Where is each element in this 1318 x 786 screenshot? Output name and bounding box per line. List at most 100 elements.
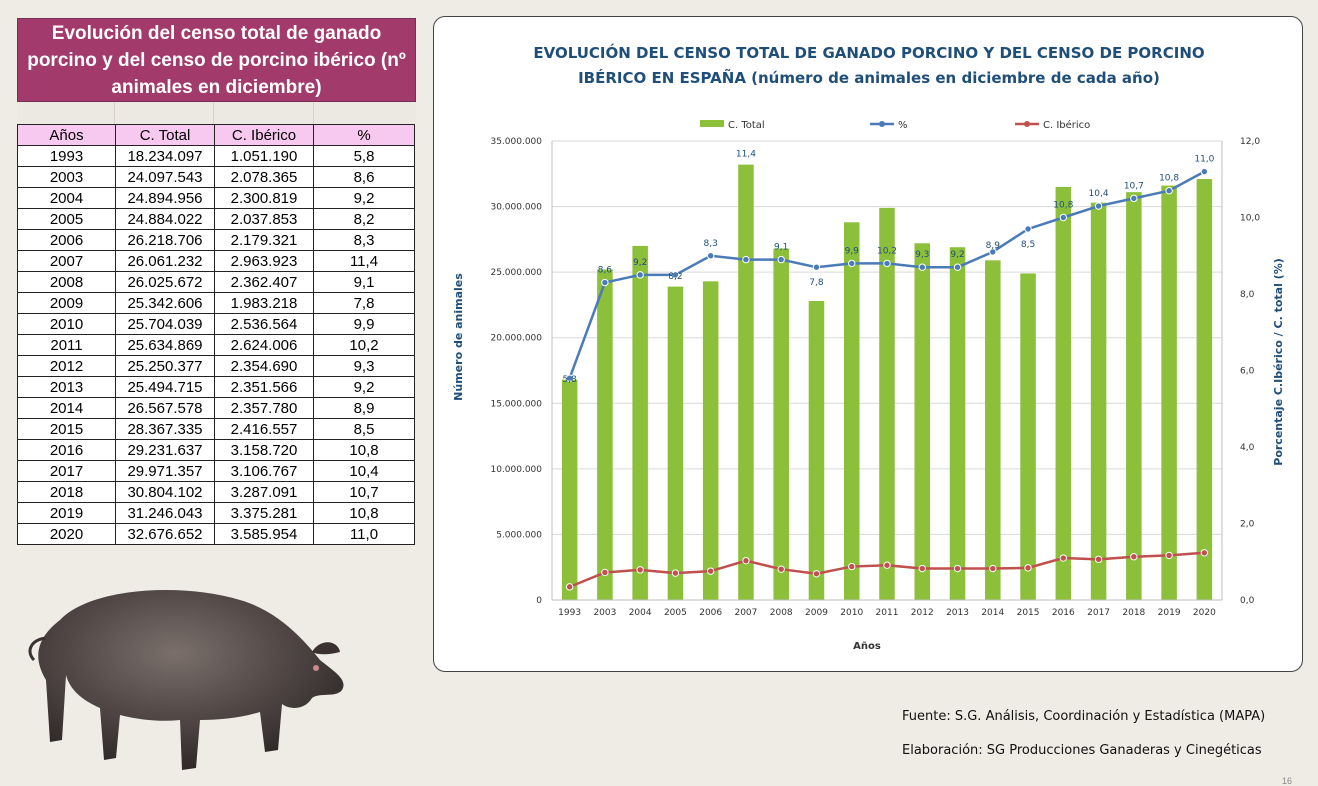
table-cell: 10,8 (313, 439, 415, 461)
bar (1126, 192, 1142, 600)
axes: 0 5.000.000 10.000.000 15.000.000 20.000.000… (490, 137, 1260, 618)
table-row: 2019 31.246.043 3.375.281 10,8 (17, 502, 415, 524)
table-cell: 26.567.578 (115, 397, 215, 419)
bar (808, 300, 825, 600)
table-row: 2003 24.097.543 2.078.365 8,6 (17, 166, 415, 188)
table-row: 2006 26.218.706 2.179.321 8,3 (17, 229, 415, 251)
percent-point (742, 255, 750, 264)
percent-point (848, 259, 856, 268)
percent-point (953, 263, 962, 271)
header-iberico: C. Ibérico (214, 124, 314, 146)
table-cell: 9,2 (313, 376, 415, 398)
table-cell: 2.357.780 (214, 397, 314, 419)
percent-point (812, 263, 821, 271)
table-cell: 10,2 (313, 334, 415, 356)
bar (702, 281, 719, 600)
bar (1020, 273, 1036, 600)
table-cell: 28.367.335 (115, 418, 215, 440)
table-cell: 2004 (17, 187, 116, 209)
bar (985, 260, 1001, 600)
percent-data-label: 8,6 (598, 266, 613, 276)
elaboration-line: Elaboración: SG Producciones Ganaderas y… (902, 743, 1262, 758)
table-row: 2004 24.894.956 2.300.819 9,2 (17, 187, 415, 209)
table-row: 2015 28.367.335 2.416.557 8,5 (17, 418, 415, 440)
source-line: Fuente: S.G. Análisis, Coordinación y Es… (902, 709, 1266, 724)
percent-data-label: 11,0 (1194, 155, 1214, 165)
table-cell: 25.634.869 (115, 334, 215, 356)
y2-axis-label: Porcentaje C.Ibérico / C. total (%) (1272, 258, 1285, 465)
bar-series (561, 164, 1213, 601)
iberico-point (1059, 554, 1068, 562)
table-cell: 2003 (17, 166, 116, 188)
table-row: 2013 25.494.715 2.351.566 9,2 (17, 376, 415, 398)
x-tick-label: 2013 (946, 608, 969, 618)
bar (843, 222, 860, 600)
y2-tick-label: 2,0 (1240, 520, 1255, 530)
x-tick-label: 2014 (981, 608, 1004, 618)
y2-tick-label: 10,0 (1240, 214, 1260, 224)
percent-data-label: 8,5 (1021, 240, 1035, 250)
percent-point (601, 278, 609, 287)
percent-data-label: 11,4 (736, 150, 756, 160)
table-cell: 29.971.357 (115, 460, 215, 482)
bar (1090, 202, 1107, 600)
iberico-point (1165, 551, 1173, 560)
legend-marker (1024, 121, 1030, 127)
percent-data-label: 9,9 (845, 246, 860, 256)
percent-data-label: 9,3 (915, 250, 929, 260)
table-cell: 9,9 (313, 313, 415, 335)
table-cell: 8,5 (313, 418, 415, 440)
percent-data-label: 9,2 (950, 250, 964, 260)
table-cell: 25.250.377 (115, 355, 215, 377)
x-tick-label: 2020 (1193, 608, 1216, 618)
y2-tick-label: 12,0 (1240, 137, 1260, 147)
line-series: 5,8 8,6 9,2 8,2 8,3 11,4 9,1 7,8 9,9 10,2 9,3 9,2 8,… (562, 150, 1215, 591)
table-title: Evolución del censo total de ganado porc… (17, 18, 416, 102)
iberico-point (742, 556, 750, 565)
percent-data-label: 8,9 (986, 241, 1001, 251)
table-cell: 2013 (17, 376, 116, 398)
percent-data-label: 9,2 (633, 258, 647, 268)
table-cell: 2020 (17, 523, 116, 545)
y2-tick-label: 0,0 (1240, 596, 1255, 606)
table-cell: 26.218.706 (115, 229, 215, 251)
table-cell: 10,7 (313, 481, 415, 503)
table-row: 2020 32.676.652 3.585.954 11,0 (17, 523, 415, 545)
percent-data-label: 5,8 (562, 375, 577, 385)
x-tick-label: 2004 (629, 608, 652, 618)
table-cell: 2017 (17, 460, 116, 482)
table-cell: 2.624.006 (214, 334, 314, 356)
bar (1055, 186, 1072, 600)
x-tick-label: 2010 (840, 608, 863, 618)
census-table: Años C. Total C. Ibérico % 1993 18.234.09… (17, 124, 415, 545)
bar (879, 207, 895, 600)
table-cell: 3.375.281 (214, 502, 314, 524)
table-cell: 2.536.564 (214, 313, 314, 335)
y2-tick-label: 6,0 (1240, 367, 1255, 377)
table-cell: 3.158.720 (214, 439, 314, 461)
table-cell: 8,2 (313, 208, 415, 230)
table-cell: 2007 (17, 250, 116, 272)
x-tick-label: 2012 (911, 608, 934, 618)
percent-data-label: 10,2 (877, 246, 897, 256)
iberico-point (953, 564, 962, 573)
iberico-point (883, 561, 891, 569)
percent-data-label: 9,1 (774, 243, 788, 253)
iberico-point (601, 568, 609, 577)
y-tick-label: 15.000.000 (490, 399, 542, 409)
table-cell: 2014 (17, 397, 116, 419)
table-cell: 31.246.043 (115, 502, 215, 524)
table-cell: 2.354.690 (214, 355, 314, 377)
table-row: 2007 26.061.232 2.963.923 11,4 (17, 250, 415, 272)
chart-svg: EVOLUCIÓN DEL CENSO TOTAL DE GANADO PORC… (452, 43, 1285, 652)
table-cell: 2.179.321 (214, 229, 314, 251)
table-title-text: Evolución del censo total de ganado porc… (27, 22, 406, 98)
y2-tick-label: 4,0 (1240, 443, 1255, 453)
table-cell: 2.362.407 (214, 271, 314, 293)
iberico-point (706, 567, 715, 575)
percent-data-label: 10,7 (1124, 181, 1144, 191)
legend-label: C. Total (728, 120, 765, 131)
bar (667, 286, 684, 600)
table-cell: 2019 (17, 502, 116, 524)
x-tick-label: 2016 (1052, 608, 1075, 618)
